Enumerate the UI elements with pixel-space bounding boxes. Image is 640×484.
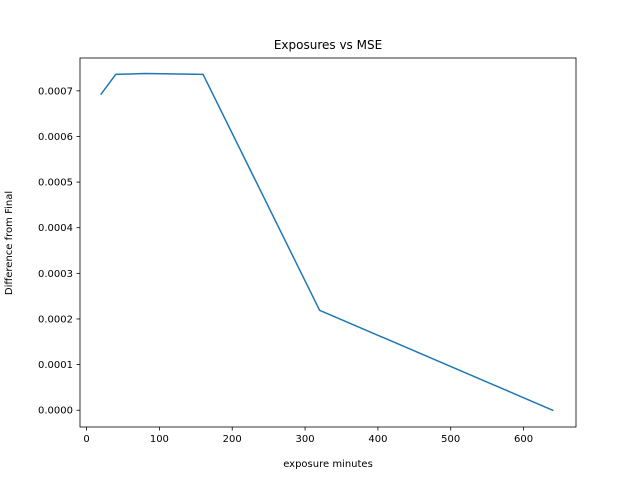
series-line-0 (100, 72, 554, 412)
x-tick-label: 600 (514, 434, 533, 445)
y-tick-label: 0.0003 (38, 269, 73, 280)
y-tick-label: 0.0006 (38, 132, 73, 143)
plot-frame (79, 57, 577, 428)
y-tick-label: 0.0004 (38, 223, 73, 234)
x-tick-label: 300 (296, 434, 315, 445)
y-tick-label: 0.0007 (38, 86, 73, 97)
x-tick-label: 400 (368, 434, 387, 445)
y-tick-label: 0.0000 (38, 406, 73, 417)
series-group (100, 72, 554, 412)
x-tick-label: 0 (83, 434, 89, 445)
y-axis-ticks: 0.0000 0.0001 0.0002 0.0003 0.0004 0.0005 0.00… (38, 86, 80, 417)
x-axis-label: exposure minutes (283, 459, 373, 470)
x-tick-label: 100 (150, 434, 169, 445)
y-tick-label: 0.0005 (38, 178, 73, 189)
chart-title: Exposures vs MSE (274, 38, 382, 52)
y-tick-label: 0.0002 (38, 314, 73, 325)
x-tick-label: 500 (441, 434, 460, 445)
x-tick-label: 200 (223, 434, 242, 445)
y-axis-label: Difference from Final (4, 191, 15, 295)
y-tick-label: 0.0001 (38, 360, 73, 371)
x-axis-ticks: 0 100 200 300 400 500 600 (83, 427, 533, 445)
